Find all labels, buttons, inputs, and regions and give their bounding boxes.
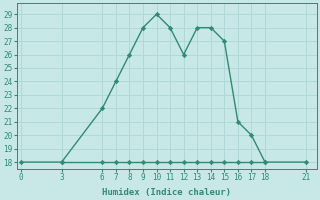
X-axis label: Humidex (Indice chaleur): Humidex (Indice chaleur) bbox=[102, 188, 231, 197]
